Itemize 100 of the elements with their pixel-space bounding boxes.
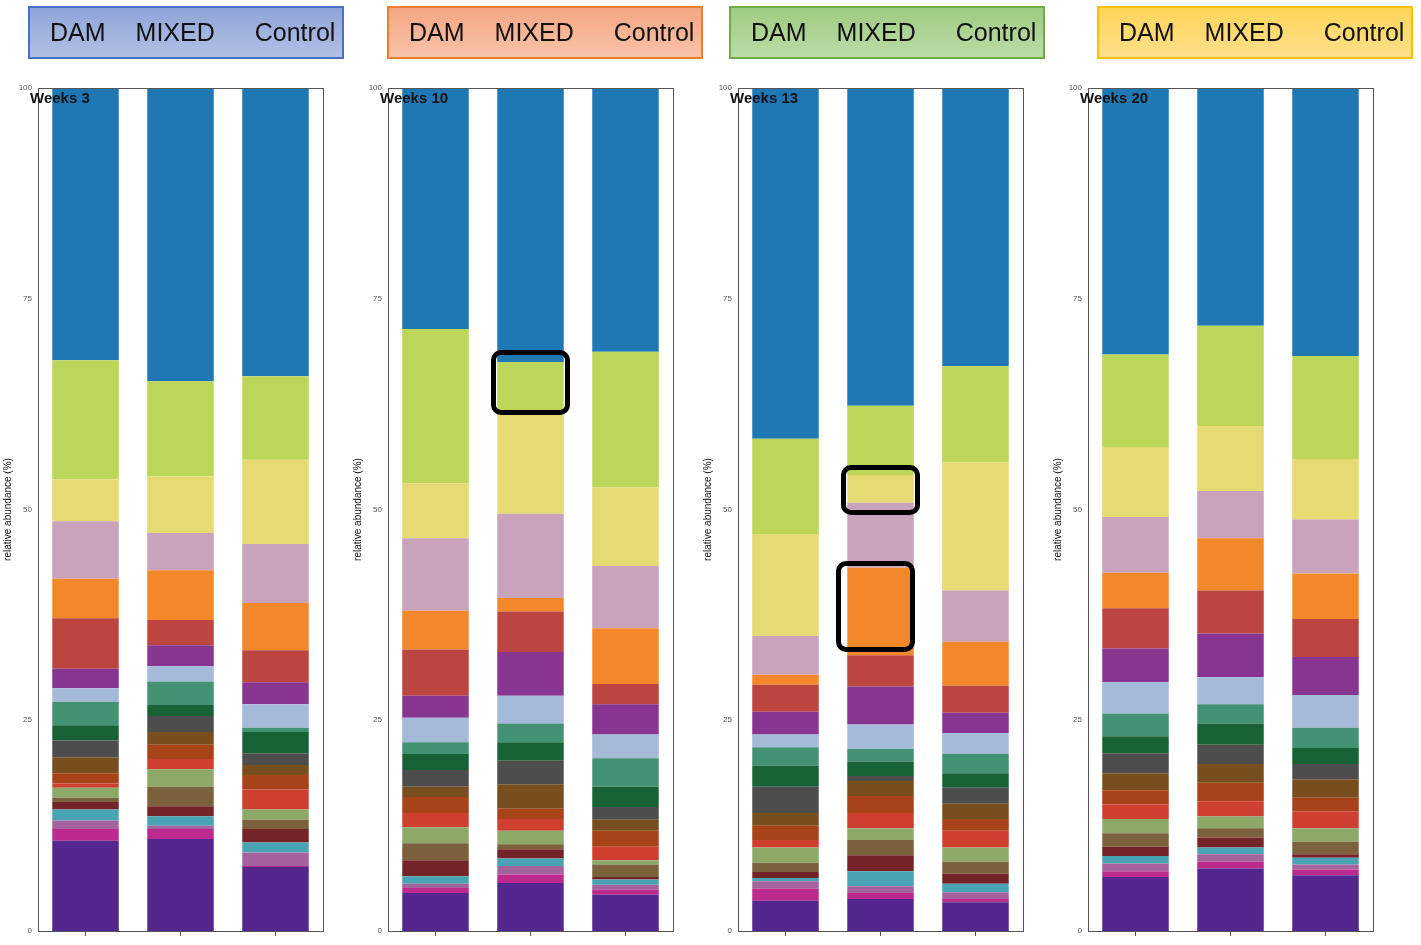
y-axis-title: relative abundance (%): [1051, 458, 1063, 561]
bar: [847, 780, 914, 797]
bar: [847, 886, 914, 894]
bar: [847, 748, 914, 762]
bar: [1102, 773, 1169, 791]
bar: [1197, 847, 1264, 855]
bar: [847, 893, 914, 899]
bar: [1197, 837, 1264, 848]
y-tick-label: 25: [373, 715, 383, 725]
bar: [752, 533, 819, 636]
bar: [147, 570, 214, 620]
bar: [52, 668, 119, 689]
bar: [1102, 818, 1169, 834]
bar: [942, 892, 1009, 899]
bar: [942, 590, 1009, 642]
bar: [847, 855, 914, 872]
bar: [242, 459, 309, 545]
bar: [242, 732, 309, 754]
bar: [52, 521, 119, 579]
bar: [497, 808, 564, 819]
y-tick-label: 100: [718, 83, 733, 93]
bar: [402, 888, 469, 894]
bar: [52, 829, 119, 841]
bar: [52, 688, 119, 702]
bar: [592, 565, 659, 629]
bar: [402, 876, 469, 884]
bar: [1197, 325, 1264, 427]
bar: [942, 753, 1009, 774]
bar: [752, 847, 819, 863]
bar: [942, 732, 1009, 754]
bar: [942, 712, 1009, 733]
bar: [242, 842, 309, 853]
bar: [1197, 426, 1264, 491]
bar: [497, 784, 564, 809]
x-tick-label: MIXED: [836, 18, 916, 46]
bar: [52, 618, 119, 669]
bar: [1292, 779, 1359, 798]
bar: [147, 806, 214, 817]
bar: [147, 705, 214, 717]
bar: [847, 655, 914, 687]
bar: [1197, 490, 1264, 539]
bar: [242, 819, 309, 829]
x-tick-label: Control: [955, 18, 1037, 46]
bar: [1197, 801, 1264, 817]
bar: [942, 902, 1009, 931]
bar: [52, 740, 119, 758]
x-tick-label: DAM: [50, 18, 106, 47]
x-tick-label: DAM: [409, 18, 465, 47]
bar: [1292, 854, 1359, 858]
bar: [52, 802, 119, 810]
bar: [847, 724, 914, 749]
bar: [592, 864, 659, 878]
bar: [147, 666, 214, 682]
bar: [1292, 356, 1359, 459]
y-tick-label: 100: [368, 83, 383, 93]
bar: [1292, 657, 1359, 695]
bar: [402, 786, 469, 797]
bar: [1197, 590, 1264, 634]
y-tick-label: 100: [18, 83, 33, 93]
bar: [497, 598, 564, 612]
bar: [752, 881, 819, 889]
bar: [242, 88, 309, 377]
bar: [592, 889, 659, 895]
bar: [592, 879, 659, 885]
bar: [497, 818, 564, 831]
bar: [497, 742, 564, 761]
bar: [242, 603, 309, 651]
bar: [1102, 833, 1169, 847]
bar: [52, 773, 119, 784]
bar: [942, 861, 1009, 874]
bar: [592, 846, 659, 861]
bar: [592, 88, 659, 352]
bar: [402, 883, 469, 889]
bar: [1292, 727, 1359, 749]
bar: [402, 753, 469, 770]
bar: [1197, 88, 1264, 326]
bar: [847, 686, 914, 725]
bar: [942, 873, 1009, 884]
bar: [752, 765, 819, 787]
bar: [847, 871, 914, 887]
bar: [52, 820, 119, 829]
bar: [752, 900, 819, 931]
bar: [1292, 764, 1359, 780]
bar: [242, 376, 309, 460]
bar: [1102, 517, 1169, 573]
bar: [1102, 648, 1169, 683]
bar: [147, 829, 214, 840]
bar: [1197, 538, 1264, 591]
bar: [592, 684, 659, 705]
bar: [242, 789, 309, 810]
bar: [242, 544, 309, 604]
y-tick-label: 75: [723, 293, 733, 303]
bar: [1292, 797, 1359, 812]
x-tick-label: Control: [613, 18, 695, 46]
x-tick-label: MIXED: [135, 18, 215, 46]
bar: [52, 787, 119, 798]
bar: [1102, 804, 1169, 819]
bar: [497, 849, 564, 859]
bar: [847, 812, 914, 829]
bar: [752, 684, 819, 712]
